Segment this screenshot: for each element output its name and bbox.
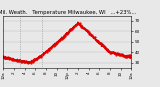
- Title: Mil. Weath.   Temperature Milwaukee, WI   ...+23%...: Mil. Weath. Temperature Milwaukee, WI ..…: [0, 10, 136, 15]
